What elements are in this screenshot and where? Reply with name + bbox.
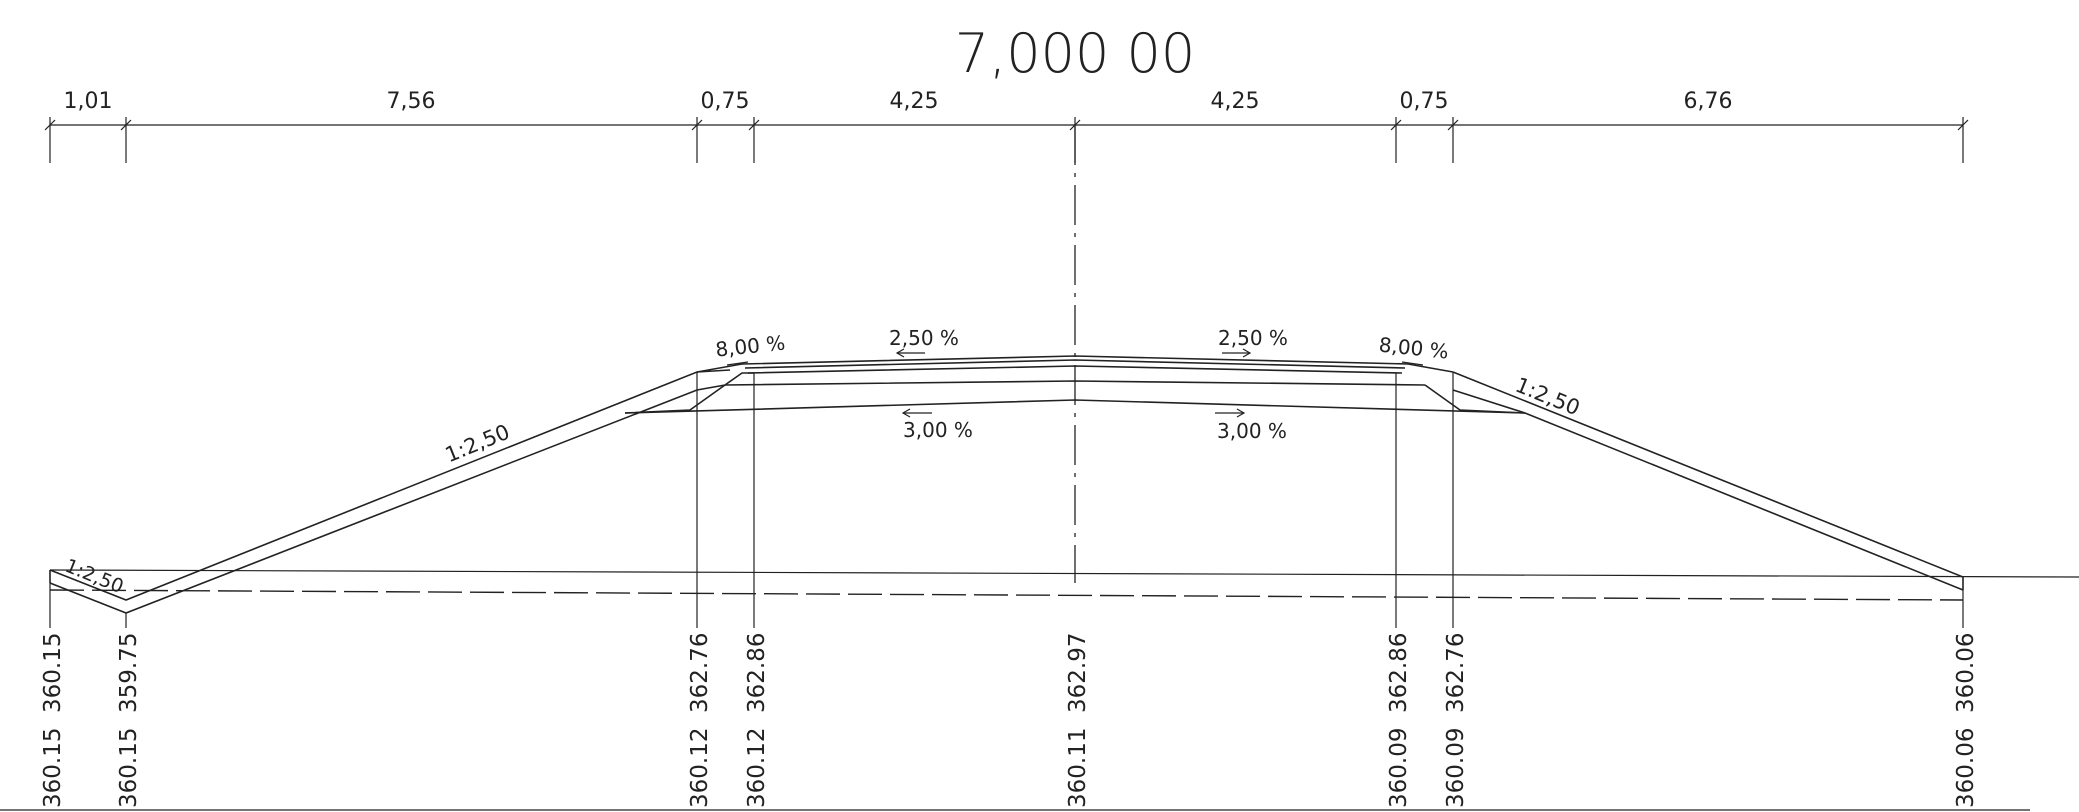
road-profile — [49, 355, 1964, 614]
ground-line — [49, 569, 2079, 578]
design-elevation-3: 362.76 — [687, 633, 713, 713]
crossfall-shoulder-right: 8,00 % — [1378, 332, 1450, 363]
station-verticals — [49, 372, 1964, 628]
crossfall-lane-right: 2,50 % — [1218, 326, 1288, 350]
subgrade-line — [49, 589, 1964, 601]
ground-elevation-6: 360.09 — [1386, 728, 1412, 808]
design-elevation-8: 360.06 — [1953, 633, 1979, 713]
crossfall-subgrade-right: 3,00 % — [1217, 419, 1287, 443]
width-label-1: 1,01 — [64, 89, 113, 114]
design-elevation-4: 362.86 — [744, 633, 770, 713]
crossfall-subgrade-left: 3,00 % — [903, 418, 973, 442]
width-label-5: 4,25 — [1211, 89, 1260, 114]
ground-elevation-8: 360.06 — [1953, 728, 1979, 808]
station-title: 7,000 00 — [955, 22, 1195, 85]
ground-elevation-2: 360.15 — [116, 728, 142, 808]
ground-elevation-1: 360.15 — [40, 728, 66, 808]
width-label-4: 4,25 — [890, 89, 939, 114]
design-elevation-1: 360.15 — [40, 633, 66, 713]
ground-elevation-5: 360.11 — [1065, 728, 1091, 808]
ground-elevation-7: 360.09 — [1443, 728, 1469, 808]
design-elevation-5: 362.97 — [1065, 633, 1091, 713]
design-elevation-6: 362.86 — [1386, 633, 1412, 713]
crossfall-arrows — [726, 348, 1424, 418]
crossfall-shoulder-left: 8,00 % — [714, 330, 786, 361]
design-elevation-2: 359.75 — [116, 633, 142, 713]
ground-elevation-4: 360.12 — [744, 728, 770, 808]
width-label-6: 0,75 — [1400, 89, 1449, 114]
crossfall-lane-left: 2,50 % — [889, 326, 959, 350]
elevation-labels: 360.15 360.15 360.15 359.75 360.12 362.7… — [40, 633, 1979, 808]
design-elevation-7: 362.76 — [1443, 633, 1469, 713]
width-label-3: 0,75 — [701, 89, 750, 114]
dimension-chain — [44, 117, 1969, 163]
ground-elevation-3: 360.12 — [687, 728, 713, 808]
width-label-2: 7,56 — [387, 89, 436, 114]
width-label-7: 6,76 — [1684, 89, 1733, 114]
